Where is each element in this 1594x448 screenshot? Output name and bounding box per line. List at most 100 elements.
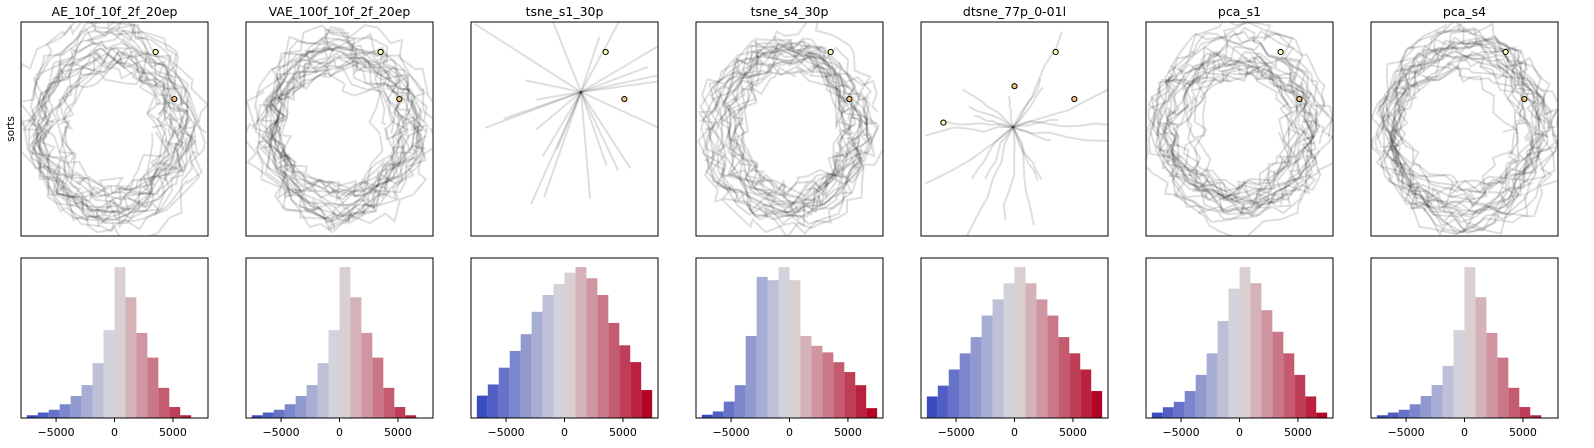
- trajectory-axes-frame: [470, 21, 659, 237]
- histogram-bar: [1091, 391, 1103, 418]
- trajectory-trace: [33, 50, 198, 197]
- histogram-bar: [1047, 315, 1059, 418]
- trajectory-trace: [543, 91, 582, 198]
- trajectory-trace: [251, 46, 403, 220]
- trajectory-trace: [270, 44, 433, 233]
- histogram-bar: [575, 267, 587, 418]
- trajectory-trace: [59, 46, 200, 236]
- histogram-bar: [147, 357, 159, 418]
- histogram-bar: [641, 390, 653, 418]
- histogram-bar: [1508, 387, 1520, 418]
- trajectory-marker: [1011, 83, 1018, 90]
- trajectory-trace: [273, 42, 405, 225]
- panel-title: dtsne_77p_0-01l: [963, 4, 1066, 19]
- trajectory-marker: [846, 95, 853, 103]
- histogram-bar: [81, 385, 93, 418]
- histogram-bar: [564, 272, 576, 418]
- histogram-panel-6: −5000 0 5000: [1145, 257, 1334, 439]
- x-tick-label: −5000: [1387, 426, 1424, 439]
- trajectory-trace: [1147, 35, 1315, 198]
- trajectory-marker: [171, 95, 178, 103]
- histogram-bar: [1283, 353, 1295, 418]
- trajectory-trace: [580, 80, 658, 93]
- trajectory-trace: [740, 64, 863, 209]
- trajectory-trace: [256, 72, 401, 214]
- trajectory-trace: [1388, 64, 1519, 201]
- histogram-bar: [586, 278, 598, 418]
- trajectory-trace: [255, 38, 413, 200]
- panel-title: pca_s4: [1443, 4, 1486, 19]
- trajectory-panel-3: tsne_s1_30p: [470, 4, 659, 237]
- histogram-bar: [169, 407, 181, 418]
- histogram-bar: [1442, 365, 1454, 418]
- trajectory-trace: [580, 74, 658, 93]
- x-tick-label: −5000: [262, 426, 299, 439]
- x-tick-label: 5000: [1284, 426, 1312, 439]
- trajectory-trace: [1172, 66, 1319, 202]
- histogram-panel-7: −5000 0 5000: [1370, 257, 1559, 439]
- histogram-bar: [1316, 412, 1328, 418]
- trajectory-trace: [1148, 32, 1299, 204]
- trajectory-trace: [1382, 43, 1549, 218]
- histogram-bar: [509, 350, 521, 418]
- trajectory-trace: [1374, 61, 1534, 201]
- trajectory-axes-frame: [245, 21, 434, 237]
- histogram-bar: [180, 415, 192, 418]
- histogram-panel-1: −5000 0 5000: [20, 257, 209, 439]
- histogram-panel-2: −5000 0 5000: [245, 257, 434, 439]
- x-tick-label: 0: [561, 426, 568, 439]
- trajectory-trace: [723, 42, 856, 199]
- histogram-bar: [734, 385, 746, 418]
- trajectory-trace: [1152, 42, 1321, 198]
- histogram-bar: [981, 315, 993, 418]
- trajectory-marker: [396, 95, 403, 103]
- x-tick-label: 5000: [1059, 426, 1087, 439]
- histogram-bar: [394, 407, 406, 418]
- trajectory-trace: [503, 91, 582, 120]
- trajectory-trace: [1012, 126, 1043, 180]
- trajectory-trace: [1012, 126, 1039, 181]
- histogram-bar: [531, 311, 543, 418]
- histogram-bar: [1162, 407, 1174, 418]
- histogram-bar: [59, 404, 71, 418]
- histogram-bar: [1080, 369, 1092, 418]
- trajectory-trace: [1380, 22, 1540, 228]
- x-tick-label: 5000: [384, 426, 412, 439]
- histogram-bar: [1464, 267, 1476, 418]
- histogram-bar: [1431, 385, 1443, 418]
- panel-title: tsne_s1_30p: [526, 4, 604, 19]
- trajectory-trace: [1371, 53, 1534, 218]
- histogram-bar: [125, 297, 137, 418]
- trajectory-trace: [1186, 64, 1314, 218]
- trajectory-trace: [700, 38, 872, 226]
- histogram-bar: [789, 280, 801, 418]
- trajectory-panel-2: VAE_100f_10f_2f_20ep: [245, 4, 434, 237]
- trajectory-trace: [580, 91, 658, 129]
- trajectory-trace: [1012, 126, 1108, 142]
- trajectory-trace: [33, 22, 190, 221]
- x-tick-label: 0: [336, 426, 343, 439]
- trajectory-trace: [580, 91, 632, 170]
- histogram-bar: [251, 415, 263, 418]
- trajectory-trace: [984, 126, 1014, 180]
- trajectory-trace: [38, 47, 169, 216]
- histogram-bar: [1014, 267, 1026, 418]
- histogram-bar: [866, 408, 878, 418]
- trajectory-trace: [525, 79, 582, 93]
- histogram-panel-4: −5000 0 5000: [695, 257, 884, 439]
- histogram-bar: [926, 396, 938, 418]
- histogram-bar: [361, 332, 373, 418]
- histogram-bar: [855, 385, 867, 418]
- trajectory-trace: [1169, 59, 1301, 201]
- trajectory-axes-frame: [920, 21, 1109, 237]
- trajectory-trace: [1157, 65, 1333, 205]
- trajectory-trace: [1383, 59, 1558, 192]
- histogram-bar: [70, 396, 82, 418]
- histogram-bar: [498, 367, 510, 418]
- trajectory-marker: [1296, 95, 1303, 103]
- panel-title: VAE_100f_10f_2f_20ep: [269, 4, 411, 19]
- histogram-bar: [520, 334, 532, 418]
- x-tick-label: 0: [786, 426, 793, 439]
- histogram-bar: [1151, 412, 1163, 418]
- trajectory-trace: [1393, 50, 1550, 234]
